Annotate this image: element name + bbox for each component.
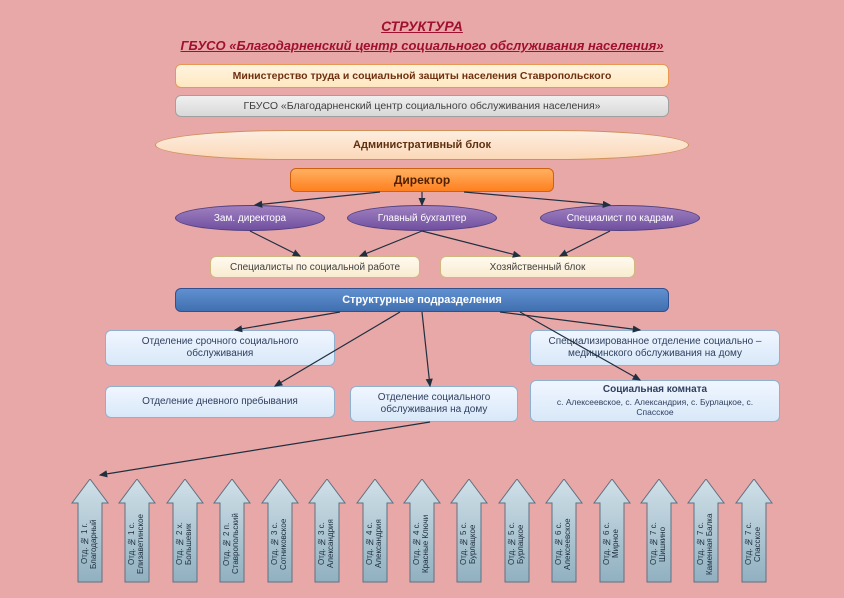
dept-arrow: Отд. № 6 с. Мирное: [592, 479, 632, 584]
dept-label: Отд. № 6 с. Мирное: [592, 509, 632, 579]
node-ministry: Министерство труда и социальной защиты н…: [175, 64, 669, 88]
dept-arrow: Отд. № 7 с. Спасское: [734, 479, 774, 584]
node-gbuso: ГБУСО «Благодарненский центр социального…: [175, 95, 669, 117]
dept-label: Отд. № 2 х. Большевик: [165, 509, 205, 579]
dept-label: Отд. № 1 г. Благодарный: [70, 509, 110, 579]
dept-label: Отд. № 2 п. Ставропольский: [212, 509, 252, 579]
dept-arrow: Отд. № 6 с. Алексеевское: [544, 479, 584, 584]
node-social-spec: Специалисты по социальной работе: [210, 256, 420, 278]
dept-arrow: Отд. № 5 с. Бурлацкое: [497, 479, 537, 584]
dept-arrow: Отд. № 2 х. Большевик: [165, 479, 205, 584]
node-household: Хозяйственный блок: [440, 256, 635, 278]
dept-arrow: Отд. № 4 с. Красные Ключи: [402, 479, 442, 584]
node-daycare: Отделение дневного пребывания: [105, 386, 335, 418]
dept-arrow: Отд. № 1 г. Благодарный: [70, 479, 110, 584]
dept-arrow: Отд. № 7 с. Каменная Балка: [686, 479, 726, 584]
dept-arrow: Отд. № 3 с. Сотниковское: [260, 479, 300, 584]
node-homesvc: Отделение социального обслуживания на до…: [350, 386, 518, 422]
dept-label: Отд. № 7 с. Спасское: [734, 509, 774, 579]
dept-label: Отд. № 4 с. Красные Ключи: [402, 509, 442, 579]
dept-label: Отд. № 5 с. Бурлацкое: [449, 509, 489, 579]
node-hr: Специалист по кадрам: [540, 205, 700, 231]
node-deputy: Зам. директора: [175, 205, 325, 231]
dept-label: Отд. № 7 с. Каменная Балка: [686, 509, 726, 579]
node-accountant: Главный бухгалтер: [347, 205, 497, 231]
dept-label: Отд. № 4 с. Александрия: [355, 509, 395, 579]
node-director: Директор: [290, 168, 554, 192]
node-urgent: Отделение срочного социального обслужива…: [105, 330, 335, 366]
dept-label: Отд. № 3 с. Александрия: [307, 509, 347, 579]
dept-label: Отд. № 6 с. Алексеевское: [544, 509, 584, 579]
dept-label: Отд. № 7 с. Шишкино: [639, 509, 679, 579]
title-sub: ГБУСО «Благодарненский центр социального…: [0, 38, 844, 53]
org-chart-canvas: СТРУКТУРА ГБУСО «Благодарненский центр с…: [0, 0, 844, 598]
socroom-sub: с. Алексеевское, с. Александрия, с. Бурл…: [539, 397, 771, 418]
departments-row: Отд. № 1 г. БлагодарныйОтд. № 1 с. Елиза…: [70, 479, 774, 584]
title-main: СТРУКТУРА: [0, 18, 844, 34]
node-admin: Административный блок: [155, 130, 689, 160]
dept-arrow: Отд. № 7 с. Шишкино: [639, 479, 679, 584]
dept-arrow: Отд. № 2 п. Ставропольский: [212, 479, 252, 584]
node-socroom: Социальная комната с. Алексеевское, с. А…: [530, 380, 780, 422]
dept-label: Отд. № 3 с. Сотниковское: [260, 509, 300, 579]
node-structural: Структурные подразделения: [175, 288, 669, 312]
socroom-title: Социальная комната: [603, 384, 707, 397]
dept-arrow: Отд. № 3 с. Александрия: [307, 479, 347, 584]
dept-arrow: Отд. № 4 с. Александрия: [355, 479, 395, 584]
dept-arrow: Отд. № 1 с. Елизаветинское: [117, 479, 157, 584]
node-specmed: Специализированное отделение социально –…: [530, 330, 780, 366]
dept-arrow: Отд. № 5 с. Бурлацкое: [449, 479, 489, 584]
dept-label: Отд. № 1 с. Елизаветинское: [117, 509, 157, 579]
dept-label: Отд. № 5 с. Бурлацкое: [497, 509, 537, 579]
